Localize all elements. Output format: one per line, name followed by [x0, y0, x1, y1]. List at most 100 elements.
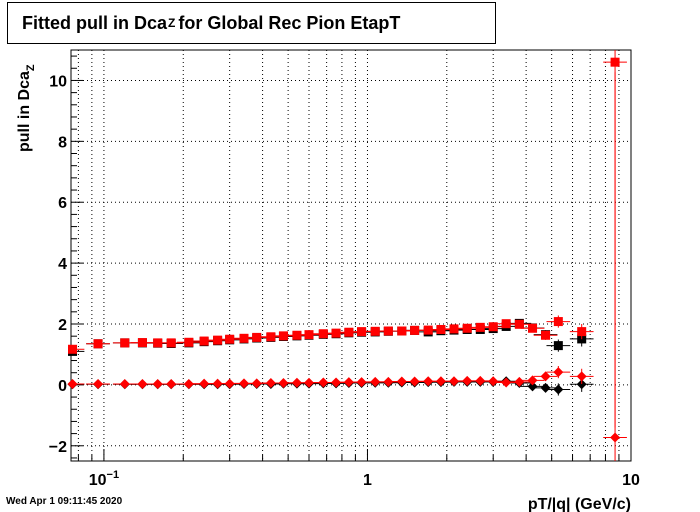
plot-layer: −2 0 2 4 6 8 10 10−1 1 10	[49, 49, 640, 489]
data-point-square	[610, 57, 620, 67]
data-point-square	[278, 331, 288, 341]
data-point-square	[153, 338, 163, 348]
data-point-diamond	[462, 375, 473, 386]
y-tick-label: 6	[58, 195, 67, 212]
data-point-square	[239, 333, 249, 343]
data-point-diamond	[291, 377, 302, 388]
data-point-diamond	[553, 367, 564, 378]
data-point-square	[553, 317, 563, 327]
data-point-diamond	[251, 378, 262, 389]
data-point-diamond	[501, 377, 512, 388]
data-point-diamond	[527, 381, 538, 392]
data-point-square	[475, 322, 485, 332]
data-point-diamond	[265, 378, 276, 389]
data-point-diamond	[119, 378, 130, 389]
data-point-square	[423, 325, 433, 335]
data-point-diamond	[576, 379, 587, 390]
data-point-diamond	[343, 377, 354, 388]
data-point-diamond	[423, 376, 434, 387]
y-axis-label: pull in DcaZ	[16, 64, 37, 152]
data-point-diamond	[576, 371, 587, 382]
data-point-square	[436, 324, 446, 334]
data-point-diamond	[238, 378, 249, 389]
x-tick-label: 1	[363, 472, 372, 489]
data-point-diamond	[488, 376, 499, 387]
series-3	[67, 72, 627, 461]
data-point-square	[199, 336, 209, 346]
data-point-square	[528, 323, 538, 333]
data-point-square	[577, 327, 587, 337]
data-point-diamond	[137, 378, 148, 389]
data-point-square	[137, 338, 147, 348]
data-point-square	[331, 328, 341, 338]
data-point-square	[292, 330, 302, 340]
data-point-diamond	[278, 378, 289, 389]
data-point-square	[449, 324, 459, 334]
data-point-diamond	[610, 432, 621, 443]
timestamp: Wed Apr 1 09:11:45 2020	[6, 496, 123, 507]
data-point-diamond	[67, 378, 78, 389]
x-tick-label: 10	[622, 472, 640, 489]
data-point-diamond	[370, 376, 381, 387]
data-point-diamond	[527, 375, 538, 386]
data-point-diamond	[199, 378, 210, 389]
data-point-square	[357, 327, 367, 337]
grid	[71, 50, 631, 461]
data-point-square	[410, 325, 420, 335]
data-point-diamond	[183, 378, 194, 389]
data-point-diamond	[409, 376, 420, 387]
data-point-diamond	[435, 376, 446, 387]
data-point-diamond	[93, 378, 104, 389]
data-point-diamond	[224, 378, 235, 389]
y-tick-label: 4	[58, 256, 67, 273]
data-point-diamond	[356, 377, 367, 388]
data-point-square	[383, 326, 393, 336]
data-point-square	[120, 338, 130, 348]
data-point-diamond	[396, 376, 407, 387]
data-point-diamond	[540, 371, 551, 382]
data-point-square	[266, 332, 276, 342]
data-point-square	[514, 319, 524, 329]
data-point-square	[184, 337, 194, 347]
data-point-diamond	[514, 376, 525, 387]
y-tick-label: 8	[58, 134, 67, 151]
y-tick-label: 0	[58, 378, 67, 395]
y-axis-ticks: −2 0 2 4 6 8 10	[49, 55, 83, 459]
data-point-square	[462, 323, 472, 333]
data-point-square	[553, 341, 563, 351]
data-point-square	[304, 330, 314, 340]
data-point-diamond	[553, 384, 564, 395]
data-point-square	[213, 335, 223, 345]
data-point-square	[397, 326, 407, 336]
data-point-diamond	[383, 376, 394, 387]
data-point-square	[541, 330, 551, 340]
y-axis-label-sub: Z	[25, 64, 37, 71]
data-point-diamond	[166, 378, 177, 389]
y-axis-label-main: pull in Dca	[16, 71, 33, 152]
data-point-diamond	[540, 382, 551, 393]
chart-title-rest: for Global Rec Pion EtapT	[178, 12, 401, 33]
data-point-square	[93, 339, 103, 349]
data-point-square	[166, 338, 176, 348]
chart-title-main: Fitted pull in Dca	[22, 12, 168, 33]
data-point-diamond	[212, 378, 223, 389]
plot-frame	[70, 49, 632, 462]
data-point-square	[370, 326, 380, 336]
y-tick-label: 10	[49, 73, 67, 90]
x-axis-label: pT/|q| (GeV/c)	[528, 496, 631, 512]
x-tick-label: 10−1	[89, 469, 119, 489]
y-tick-label: −2	[49, 439, 67, 456]
svg-text:pull in DcaZ: pull in DcaZ	[16, 64, 37, 152]
x-axis-ticks: 10−1 1 10	[77, 449, 640, 489]
data-point-square	[488, 322, 498, 332]
data-point-diamond	[318, 377, 329, 388]
data-point-square	[318, 329, 328, 339]
chart-title-subscript: Z	[168, 16, 176, 30]
data-point-square	[68, 344, 78, 354]
data-point-diamond	[475, 375, 486, 386]
y-tick-label: 2	[58, 317, 67, 334]
data-point-diamond	[331, 377, 342, 388]
data-point-square	[225, 334, 235, 344]
